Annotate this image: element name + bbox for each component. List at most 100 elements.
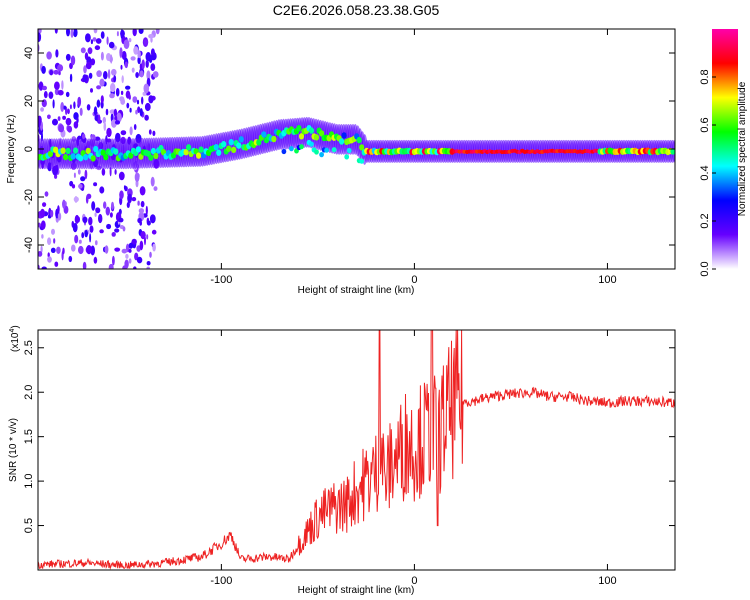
spectrogram-noise-cell (69, 73, 73, 83)
spectrogram-ridge-cell (341, 132, 347, 139)
figure-title: C2E6.2026.058.23.38.G05 (273, 2, 440, 18)
snr-multiplier-close: ) (10, 325, 21, 328)
spectrogram-noise-cell (137, 106, 141, 113)
spectrogram-noise-cell (93, 256, 98, 264)
spectrogram-noise-cell (47, 256, 52, 263)
spectrogram-noise-cell (133, 124, 137, 130)
spectrogram-noise-cell (114, 247, 121, 252)
spectrogram-noise-cell (112, 255, 115, 266)
spectrogram-noise-cell (50, 247, 56, 253)
spectrogram-noise-cell (93, 106, 98, 116)
spectrogram-noise-cell (148, 129, 152, 135)
spectrogram-noise-cell (121, 50, 127, 60)
spectrogram-noise-cell (148, 95, 154, 104)
spectrogram-noise-cell (99, 78, 105, 87)
spectrogram-noise-cell (60, 102, 65, 112)
spectrogram-noise-cell (85, 61, 92, 70)
spectrogram-noise-cell (78, 183, 83, 189)
spectrogram-noise-cell (84, 169, 88, 180)
spectrogram-ridge-cell (63, 153, 69, 161)
spectrogram-noise-cell (96, 99, 101, 108)
spectrogram-noise-cell (143, 83, 150, 94)
spectrogram-noise-cell (55, 49, 59, 58)
spectrogram-noise-cell (74, 234, 79, 244)
spectrogram-noise-cell (109, 93, 115, 99)
spectrogram-noise-cell (54, 261, 59, 267)
spectrogram-noise-cell (118, 217, 124, 223)
spectrogram-noise-cell (85, 33, 91, 43)
spectrogram-noise-cell (145, 59, 149, 68)
spectrogram-noise-cell (96, 70, 102, 78)
spectrogram-noise-cell (131, 238, 137, 245)
spectrogram-ridge-cell (309, 141, 314, 147)
spectrogram-ridge-cell (299, 144, 304, 150)
spectrogram-noise-cell (140, 231, 146, 240)
colorbar-ticks: 0.0 0.2 0.4 0.6 0.8 (699, 69, 716, 277)
spectrogram-noise-cell (134, 252, 139, 261)
spectrogram-noise-cell (65, 117, 72, 126)
spectrogram-ridge-cell (271, 135, 277, 143)
spectrogram-noise-cell (86, 104, 91, 111)
spectrogram-noise-cell (90, 58, 96, 66)
spectrogram-noise-cell (47, 237, 52, 245)
spectrogram-noise-cell (144, 114, 149, 121)
spectrogram-noise-cell (111, 232, 116, 237)
snr-ylabel: SNR (10 * v/v) (8, 418, 19, 482)
spectrogram-ridge-cell (47, 150, 54, 157)
spectrogram-noise-cell (120, 64, 123, 70)
spectrogram-noise-cell (126, 102, 130, 109)
spectrogram-noise-cell (107, 69, 111, 79)
spectrogram-noise-cell (138, 208, 145, 214)
spectrogram-noise-cell (57, 212, 62, 221)
spectrogram-ridge-cell (314, 149, 319, 155)
spectrogram-noise-cell (152, 243, 156, 252)
spectrogram-noise-cell (57, 205, 60, 214)
spectrogram-noise-cell (120, 29, 124, 40)
spectrogram-noise-cell (49, 69, 54, 76)
spectrogram-noise-cell (70, 55, 76, 66)
spectrogram-noise-cell (106, 36, 109, 45)
spectrogram-noise-cell (42, 202, 47, 208)
spectrogram-noise-cell (38, 222, 41, 228)
spectrogram-noise-cell (120, 90, 124, 95)
spectrogram-noise-cell (149, 214, 156, 224)
spectrogram-noise-cell (108, 41, 115, 49)
snr-multiplier: (x104) (9, 325, 21, 352)
y-tick-label: 1.0 (23, 473, 35, 488)
spectrogram-noise-cell (139, 63, 143, 71)
colorbar-tick-label: 0.0 (699, 261, 711, 276)
spectrogram-noise-cell (40, 245, 43, 253)
spectrogram-noise-cell (143, 39, 149, 45)
spectrogram-cells (38, 29, 675, 269)
spectrogram-ridge-cell (183, 149, 189, 156)
svg-text:(x104): (x104) (9, 325, 21, 352)
spectrogram-noise-cell (51, 228, 55, 235)
spectrogram-ridge-cell (359, 158, 365, 164)
spectrogram-noise-cell (146, 266, 150, 269)
spectrogram-noise-cell (116, 31, 119, 37)
spectrogram-noise-cell (38, 115, 42, 124)
y-tick-label: -20 (23, 189, 35, 205)
spectrogram-noise-cell (114, 228, 120, 233)
spectrogram-ridge-cell (135, 146, 141, 153)
spectrogram-noise-cell (88, 216, 93, 226)
spectrogram-ridge-cell (359, 144, 365, 151)
spectrogram-ridge-cell (198, 146, 204, 153)
spectrogram-noise-cell (123, 185, 126, 190)
spectrogram-noise-cell (144, 102, 151, 112)
spectrogram-ridge-cell (93, 145, 99, 153)
snr-xlabel: Height of straight line (km) (298, 585, 415, 596)
spectrogram-noise-cell (47, 114, 51, 120)
spectrogram-noise-cell (84, 229, 88, 238)
spectrogram-noise-cell (103, 121, 107, 131)
colorbar-label: Normalized spectral amplitude (737, 81, 748, 216)
spectrogram-noise-cell (150, 63, 156, 71)
spectrogram-noise-cell (41, 234, 44, 239)
spectrogram-noise-cell (134, 172, 140, 183)
y-tick-label: 20 (23, 95, 35, 107)
spectrogram-noise-cell (138, 29, 144, 34)
spectrogram-noise-cell (116, 112, 122, 123)
spectrogram-ridge-cell (289, 146, 294, 152)
spectrogram-noise-cell (38, 251, 43, 257)
